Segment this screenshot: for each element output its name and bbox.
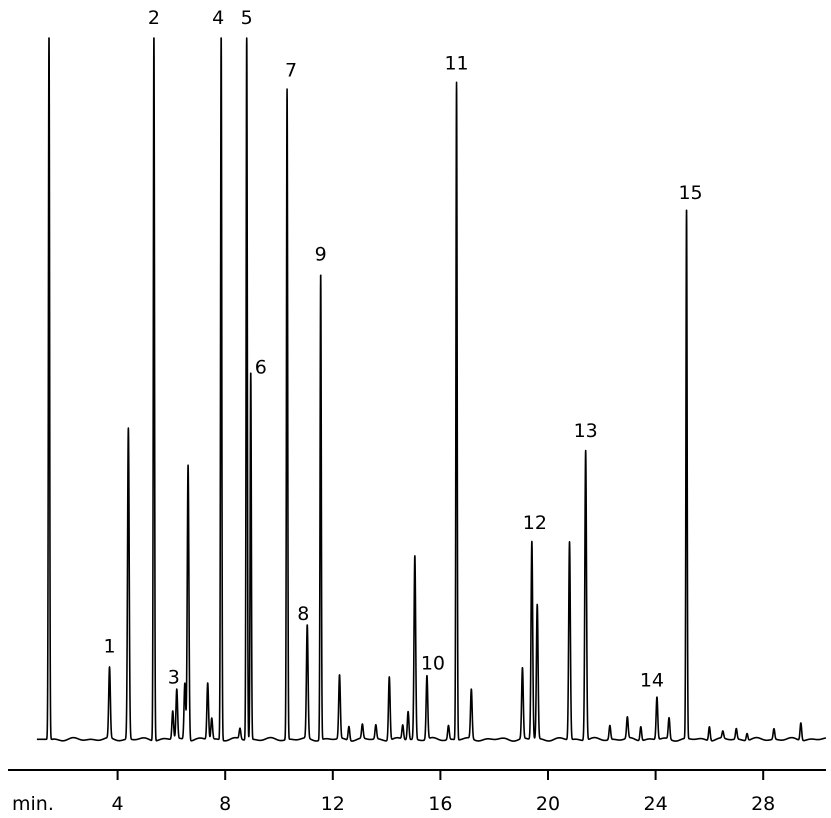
peak-label-8: 8: [297, 603, 309, 625]
x-tick-label: 28: [751, 793, 775, 815]
peak-label-2: 2: [148, 7, 160, 29]
peak-label-3: 3: [168, 667, 180, 689]
x-tick-label: 20: [536, 793, 560, 815]
peak-label-6: 6: [255, 356, 267, 378]
x-axis-ticks: 4 8 12 16 20 24 28: [112, 770, 775, 815]
x-tick-label: 12: [321, 793, 345, 815]
peak-label-15: 15: [678, 182, 702, 204]
peak-label-1: 1: [103, 635, 115, 657]
x-tick-label: 16: [428, 793, 452, 815]
peak-label-12: 12: [523, 512, 547, 534]
x-tick-label: 8: [219, 793, 231, 815]
peak-label-11: 11: [444, 52, 468, 74]
peak-label-7: 7: [285, 60, 297, 82]
x-tick-label: 4: [112, 793, 124, 815]
peak-label-5: 5: [241, 7, 253, 29]
peak-label-4: 4: [212, 7, 224, 29]
chromatogram-trace: [36, 37, 827, 742]
peak-label-10: 10: [421, 652, 445, 674]
peak-label-9: 9: [315, 243, 327, 265]
x-axis-unit-label: min.: [12, 793, 54, 815]
x-tick-label: 24: [644, 793, 668, 815]
peak-label-13: 13: [574, 420, 598, 442]
peak-label-14: 14: [640, 670, 664, 692]
